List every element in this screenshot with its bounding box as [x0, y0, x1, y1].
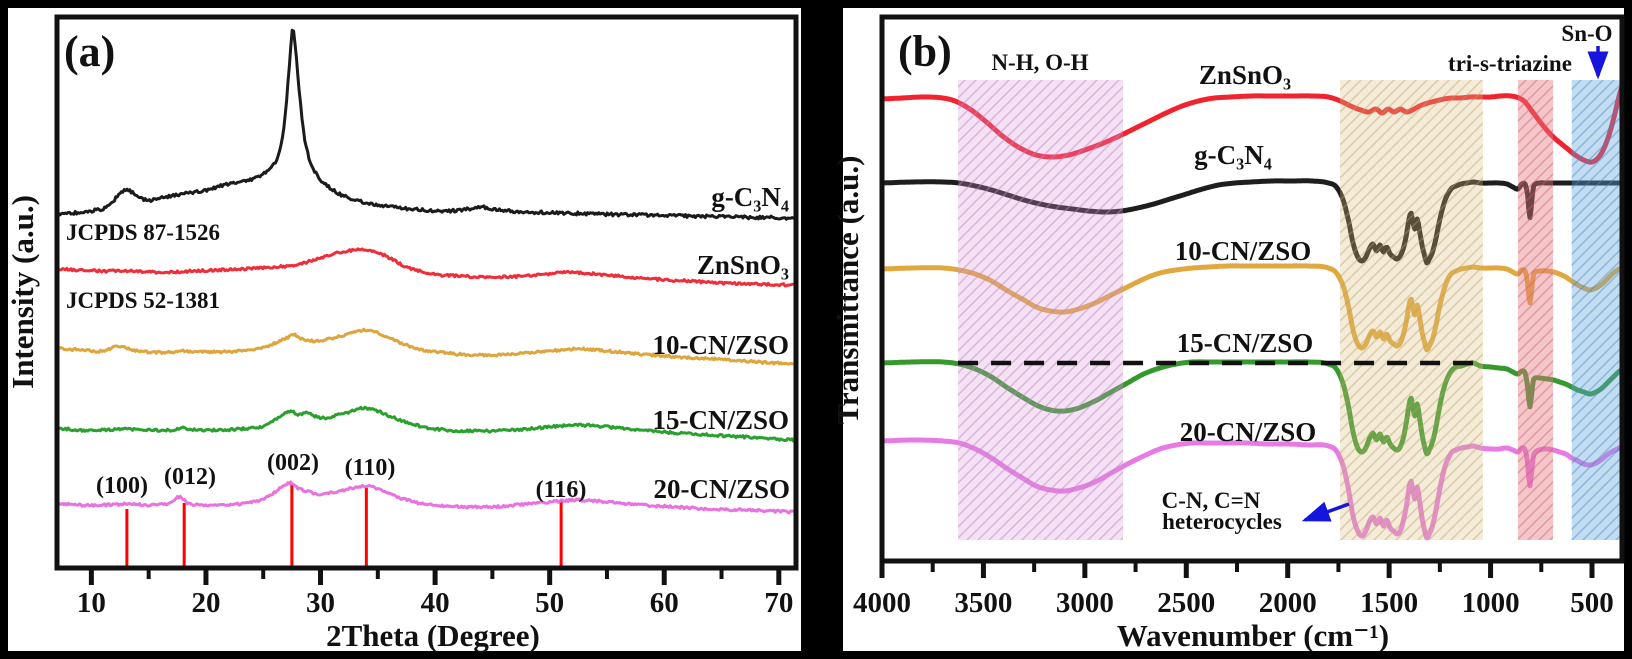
x-tick-label-30: 30	[306, 587, 335, 619]
xrd-curve-label-15-cn-zso: 15-CN/ZSO	[652, 405, 789, 435]
label-sn-o: Sn-O	[1561, 21, 1612, 46]
band-sn-o-hatch	[1571, 80, 1620, 540]
x-tick-label-60: 60	[650, 587, 679, 619]
x-tick-label-1500: 1500	[1360, 587, 1418, 619]
peak-label-110: (110)	[345, 455, 396, 481]
jcpds-label-0: JCPDS 87-1526	[66, 220, 220, 245]
panel-b-y-axis-title: Transmittance (a.u.)	[830, 156, 865, 425]
jcpds-label-1: JCPDS 52-1381	[66, 288, 220, 313]
x-tick-label-4000: 4000	[853, 587, 911, 619]
xrd-curve-10-cn-zso	[57, 327, 796, 367]
x-tick-label-10: 10	[77, 587, 106, 619]
xrd-curve-g-c3n4	[57, 28, 796, 221]
panel-a-label: (a)	[64, 27, 115, 76]
xrd-plot: 10 20 30 40 50 60 70 JCPDS 87-1526 JCPDS 52-1381…	[54, 14, 799, 619]
x-tick-label-20: 20	[191, 587, 220, 619]
ftir-curve-label-g-c3n4: g-C₃N₄	[1194, 140, 1272, 170]
ftir-curve-label-15-cn-zso: 15-CN/ZSO	[1177, 328, 1314, 358]
heterocycles-arrow	[1301, 501, 1350, 522]
peak-label-002: (002)	[267, 450, 319, 476]
panel-a-y-axis-title: Intensity (a.u.)	[5, 195, 40, 389]
ftir-curve-label-20-cn-zso: 20-CN/ZSO	[1180, 417, 1317, 447]
ftir-curve-label-znsno3: ZnSnO₃	[1199, 60, 1291, 90]
x-tick-label-1000: 1000	[1462, 587, 1520, 619]
x-tick-label-2500: 2500	[1157, 587, 1215, 619]
panel-b-label: (b)	[898, 27, 952, 76]
x-tick-label-3000: 3000	[1056, 587, 1114, 619]
xrd-curves	[57, 28, 796, 515]
label-cn-2: heterocycles	[1162, 509, 1282, 534]
panel-b-x-axis-title: Wavenumber (cm⁻¹)	[1117, 618, 1389, 653]
panel-b-frame	[879, 14, 1625, 564]
x-tick-label-50: 50	[535, 587, 564, 619]
panel-a-background	[8, 8, 801, 651]
x-tick-label-70: 70	[764, 587, 793, 619]
xrd-curve-znsno3	[57, 247, 796, 288]
xrd-curve-label-20-cn-zso: 20-CN/ZSO	[653, 474, 790, 504]
x-tick-label-500: 500	[1570, 587, 1614, 619]
x-tick-label-3500: 3500	[954, 587, 1012, 619]
xrd-curve-20-cn-zso	[57, 480, 796, 515]
peak-label-012: (012)	[164, 464, 216, 490]
peak-label-116: (116)	[536, 477, 587, 503]
band-heterocycles-hatch	[1340, 80, 1483, 540]
label-cn-1: C-N, C=N	[1162, 488, 1261, 513]
xrd-reference-lines	[125, 484, 563, 566]
x-tick-label-40: 40	[421, 587, 450, 619]
panel-a-x-axis-title: 2Theta (Degree)	[326, 618, 540, 653]
xrd-curve-label-g-c3n4: g-C₃N₄	[711, 182, 789, 212]
band-nh-oh-hatch	[958, 80, 1123, 540]
ftir-plot: 4000 3500 3000 2500 2000 1500 1000 500 ZnSnO₃ g-C…	[853, 14, 1625, 619]
xrd-curve-label-znsno3: ZnSnO₃	[697, 250, 789, 280]
x-tick-label-2000: 2000	[1259, 587, 1317, 619]
label-nh-oh: N-H, O-H	[991, 50, 1088, 75]
band-triazine-hatch	[1517, 80, 1554, 540]
peak-label-100: (100)	[96, 473, 148, 499]
xrd-curve-15-cn-zso	[57, 405, 796, 443]
label-tri-s-triazine: tri-s-triazine	[1448, 51, 1572, 76]
panel-a-frame	[54, 14, 799, 571]
ftir-curve-label-10-cn-zso: 10-CN/ZSO	[1175, 236, 1312, 266]
xrd-curve-label-10-cn-zso: 10-CN/ZSO	[652, 330, 789, 360]
